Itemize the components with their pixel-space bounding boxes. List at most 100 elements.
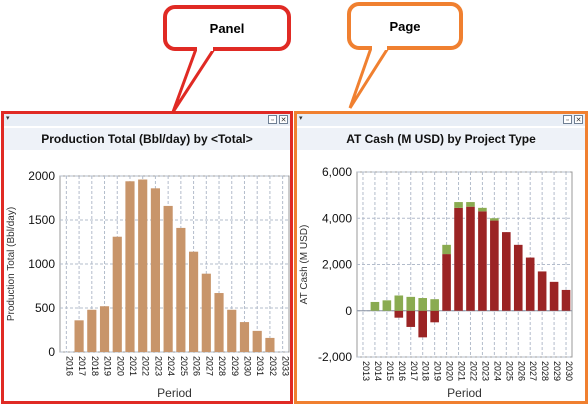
x-tick-label: 2017 <box>409 361 419 381</box>
x-axis-title: Period <box>157 386 192 400</box>
x-tick-label: 2023 <box>153 356 163 376</box>
bar <box>537 271 547 311</box>
close-icon[interactable]: ✕ <box>574 115 583 124</box>
bar <box>454 202 463 208</box>
y-tick-label: 500 <box>35 301 55 315</box>
x-tick-label: 2023 <box>480 361 490 381</box>
x-tick-label: 2019 <box>433 361 443 381</box>
x-tick-label: 2013 <box>361 361 371 381</box>
bar <box>418 310 427 338</box>
x-tick-label: 2033 <box>281 356 290 376</box>
bar <box>561 289 571 311</box>
panel-callout: Panel <box>163 5 291 51</box>
bar <box>525 257 535 311</box>
bar <box>87 309 97 352</box>
bar <box>163 205 173 352</box>
bar <box>466 206 475 311</box>
bar <box>138 179 148 352</box>
bar <box>502 232 511 311</box>
x-tick-label: 2025 <box>504 361 514 381</box>
bar <box>466 202 475 207</box>
restore-window-icon[interactable]: ▫ <box>563 115 572 124</box>
x-tick-label: 2022 <box>141 356 151 376</box>
x-tick-label: 2015 <box>385 361 395 381</box>
bar <box>418 298 427 311</box>
x-tick-label: 2024 <box>166 356 176 376</box>
bar <box>99 306 110 352</box>
x-tick-label: 2017 <box>77 356 87 376</box>
x-tick-label: 2030 <box>564 361 574 381</box>
x-tick-label: 2031 <box>255 356 265 376</box>
bar <box>442 254 451 311</box>
bar <box>406 310 416 327</box>
bar <box>265 337 275 352</box>
restore-window-icon[interactable]: ▫ <box>268 115 277 124</box>
y-tick-label: -2,000 <box>318 350 352 364</box>
bar <box>478 207 487 212</box>
y-tick-label: 6,000 <box>322 165 352 179</box>
x-tick-label: 2021 <box>128 356 138 376</box>
x-tick-label: 2016 <box>64 356 74 376</box>
bar <box>490 218 499 221</box>
panel-callout-pointer <box>171 47 217 113</box>
production-panel: ▾ ▫ ✕ Production Total (Bbl/day) by <Tot… <box>1 111 293 404</box>
x-tick-label: 2019 <box>103 356 113 376</box>
bar <box>239 322 250 352</box>
x-tick-label: 2028 <box>217 356 227 376</box>
page-callout: Page <box>347 2 463 50</box>
y-tick-label: 0 <box>48 345 55 359</box>
cash-panel: ▾ ▫ ✕ AT Cash (M USD) by Project Type -2… <box>294 111 588 404</box>
x-tick-label: 2021 <box>457 361 467 381</box>
bar <box>513 244 523 311</box>
close-icon[interactable]: ✕ <box>279 115 288 124</box>
bar <box>382 300 392 311</box>
bar <box>201 273 211 352</box>
x-tick-label: 2026 <box>516 361 526 381</box>
bar <box>112 236 122 352</box>
y-axis-title: AT Cash (M USD) <box>299 225 310 305</box>
bar <box>176 227 186 352</box>
panel-callout-label: Panel <box>209 20 245 36</box>
bar <box>549 281 559 311</box>
bar <box>214 293 224 352</box>
menu-arrow-icon[interactable]: ▾ <box>6 115 10 122</box>
x-tick-label: 2030 <box>242 356 252 376</box>
y-tick-label: 2000 <box>28 169 55 183</box>
x-tick-label: 2027 <box>528 361 538 381</box>
x-tick-label: 2018 <box>421 361 431 381</box>
x-tick-label: 2029 <box>230 356 240 376</box>
bar <box>252 330 262 352</box>
y-tick-label: 1000 <box>28 257 55 271</box>
bar <box>430 299 439 311</box>
y-tick-label: 2,000 <box>322 258 352 272</box>
x-tick-label: 2024 <box>492 361 502 381</box>
bar <box>454 207 463 311</box>
x-tick-label: 2027 <box>204 356 214 376</box>
bar <box>394 310 404 318</box>
bar <box>442 244 451 255</box>
x-axis-title: Period <box>447 386 482 400</box>
x-tick-label: 2014 <box>373 361 383 381</box>
y-tick-label: 4,000 <box>322 211 352 225</box>
panel-titlebar: ▾ ▫ ✕ <box>297 114 585 126</box>
bar <box>125 181 135 352</box>
x-tick-label: 2025 <box>179 356 189 376</box>
bar <box>430 310 439 323</box>
panel-titlebar: ▾ ▫ ✕ <box>4 114 290 126</box>
y-tick-label: 0 <box>345 304 352 318</box>
bar <box>370 301 380 311</box>
x-tick-label: 2020 <box>115 356 125 376</box>
x-tick-label: 2026 <box>192 356 202 376</box>
x-tick-label: 2020 <box>445 361 455 381</box>
page-callout-pointer <box>348 46 391 109</box>
page-callout-label: Page <box>389 18 421 34</box>
menu-arrow-icon[interactable]: ▾ <box>299 115 303 122</box>
bar <box>74 320 84 352</box>
y-axis-title: Production Total (Bbl/day) <box>6 207 17 321</box>
x-tick-label: 2028 <box>540 361 550 381</box>
bar <box>490 220 499 311</box>
bar <box>227 309 237 352</box>
bar <box>189 251 199 352</box>
x-tick-label: 2022 <box>468 361 478 381</box>
